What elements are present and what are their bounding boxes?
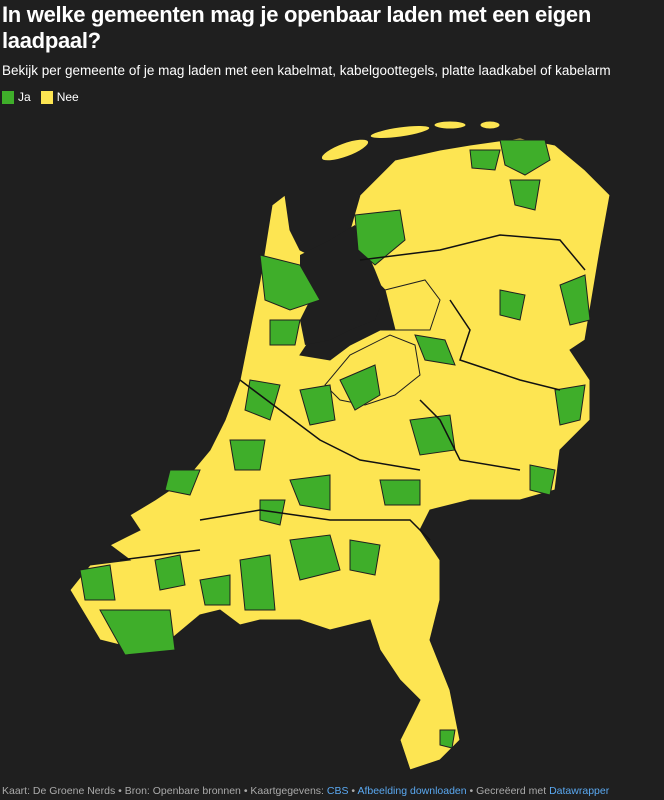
noordoostpolder bbox=[384, 279, 441, 331]
download-image-link[interactable]: Afbeelding downloaden bbox=[357, 785, 467, 797]
footer: Kaart: De Groene Nerds • Bron: Openbare … bbox=[2, 785, 609, 797]
island-vlieland-terschelling bbox=[369, 125, 431, 139]
island-ameland bbox=[433, 120, 467, 130]
municipalities-ja bbox=[79, 139, 591, 749]
island-schiermonnikoog bbox=[479, 120, 501, 130]
created-label: Gecreëerd met bbox=[476, 785, 547, 797]
legend-item-nee: Nee bbox=[40, 90, 79, 104]
province-borders bbox=[119, 234, 586, 561]
separator: • bbox=[240, 785, 251, 797]
separator: • bbox=[348, 785, 358, 797]
legend-label: Nee bbox=[56, 90, 79, 104]
municipalities-nee bbox=[69, 120, 611, 771]
datawrapper-link[interactable]: Datawrapper bbox=[549, 785, 610, 797]
island-texel bbox=[320, 138, 370, 162]
legend-label: Ja bbox=[18, 90, 31, 104]
separator: • bbox=[466, 785, 477, 797]
legend: Ja Nee bbox=[2, 90, 79, 104]
separator: • bbox=[115, 785, 125, 797]
netherlands-map[interactable] bbox=[0, 110, 664, 780]
map-credit: Kaart: De Groene Nerds bbox=[2, 785, 116, 797]
legend-swatch-nee bbox=[40, 90, 53, 104]
legend-swatch-ja bbox=[2, 90, 14, 104]
mapdata-label: Kaartgegevens: bbox=[250, 785, 324, 797]
legend-item-ja: Ja bbox=[2, 90, 31, 104]
page-title: In welke gemeenten mag je openbaar laden… bbox=[2, 2, 591, 53]
subtitle: Bekijk per gemeente of je mag laden met … bbox=[2, 63, 611, 78]
source: Bron: Openbare bronnen bbox=[124, 785, 241, 797]
mainland bbox=[69, 137, 611, 771]
cbs-link[interactable]: CBS bbox=[326, 785, 349, 797]
